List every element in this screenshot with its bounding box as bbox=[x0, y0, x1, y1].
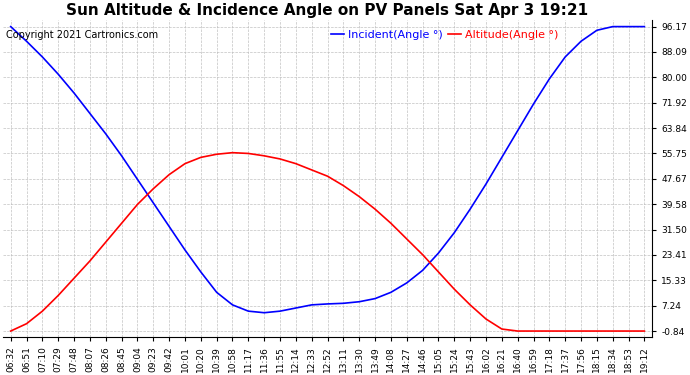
Altitude(Angle °) bbox=[181, 161, 189, 166]
Altitude(Angle °) bbox=[577, 329, 585, 333]
Incident(Angle °) bbox=[513, 129, 522, 133]
Incident(Angle °) bbox=[577, 39, 585, 44]
Incident(Angle °) bbox=[403, 280, 411, 285]
Altitude(Angle °) bbox=[276, 157, 284, 161]
Incident(Angle °) bbox=[497, 155, 506, 160]
Incident(Angle °) bbox=[228, 303, 237, 307]
Altitude(Angle °) bbox=[54, 293, 62, 298]
Altitude(Angle °) bbox=[466, 303, 474, 307]
Incident(Angle °) bbox=[640, 24, 649, 29]
Altitude(Angle °) bbox=[450, 287, 458, 291]
Incident(Angle °) bbox=[593, 28, 601, 33]
Altitude(Angle °) bbox=[7, 329, 15, 333]
Incident(Angle °) bbox=[561, 55, 569, 59]
Altitude(Angle °) bbox=[308, 168, 316, 172]
Altitude(Angle °) bbox=[434, 270, 442, 274]
Title: Sun Altitude & Incidence Angle on PV Panels Sat Apr 3 19:21: Sun Altitude & Incidence Angle on PV Pan… bbox=[66, 3, 589, 18]
Altitude(Angle °) bbox=[260, 153, 268, 158]
Incident(Angle °) bbox=[70, 91, 78, 95]
Altitude(Angle °) bbox=[640, 329, 649, 333]
Incident(Angle °) bbox=[133, 177, 141, 182]
Incident(Angle °) bbox=[466, 207, 474, 212]
Incident(Angle °) bbox=[371, 296, 380, 301]
Altitude(Angle °) bbox=[22, 321, 30, 326]
Altitude(Angle °) bbox=[387, 221, 395, 225]
Incident(Angle °) bbox=[38, 55, 46, 59]
Altitude(Angle °) bbox=[101, 240, 110, 244]
Incident(Angle °) bbox=[276, 309, 284, 314]
Incident(Angle °) bbox=[22, 39, 30, 44]
Altitude(Angle °) bbox=[545, 329, 553, 333]
Altitude(Angle °) bbox=[117, 221, 126, 225]
Altitude(Angle °) bbox=[609, 329, 617, 333]
Incident(Angle °) bbox=[165, 224, 173, 229]
Incident(Angle °) bbox=[86, 111, 94, 116]
Altitude(Angle °) bbox=[38, 309, 46, 314]
Incident(Angle °) bbox=[324, 302, 332, 306]
Incident(Angle °) bbox=[213, 290, 221, 295]
Incident(Angle °) bbox=[244, 309, 253, 314]
Incident(Angle °) bbox=[545, 76, 553, 81]
Altitude(Angle °) bbox=[529, 329, 538, 333]
Altitude(Angle °) bbox=[244, 151, 253, 156]
Incident(Angle °) bbox=[482, 182, 490, 186]
Incident(Angle °) bbox=[418, 268, 426, 273]
Altitude(Angle °) bbox=[624, 329, 633, 333]
Altitude(Angle °) bbox=[403, 237, 411, 241]
Line: Incident(Angle °): Incident(Angle °) bbox=[11, 27, 644, 313]
Incident(Angle °) bbox=[292, 306, 300, 310]
Incident(Angle °) bbox=[339, 301, 348, 306]
Incident(Angle °) bbox=[387, 290, 395, 295]
Altitude(Angle °) bbox=[513, 329, 522, 333]
Altitude(Angle °) bbox=[371, 207, 380, 212]
Altitude(Angle °) bbox=[70, 276, 78, 280]
Altitude(Angle °) bbox=[213, 152, 221, 156]
Text: Copyright 2021 Cartronics.com: Copyright 2021 Cartronics.com bbox=[6, 30, 158, 40]
Incident(Angle °) bbox=[450, 231, 458, 235]
Altitude(Angle °) bbox=[593, 329, 601, 333]
Altitude(Angle °) bbox=[292, 161, 300, 166]
Altitude(Angle °) bbox=[86, 259, 94, 263]
Altitude(Angle °) bbox=[418, 252, 426, 257]
Incident(Angle °) bbox=[529, 102, 538, 106]
Legend: Incident(Angle °), Altitude(Angle °): Incident(Angle °), Altitude(Angle °) bbox=[326, 26, 562, 45]
Incident(Angle °) bbox=[117, 153, 126, 158]
Incident(Angle °) bbox=[54, 72, 62, 76]
Altitude(Angle °) bbox=[228, 150, 237, 155]
Incident(Angle °) bbox=[624, 24, 633, 29]
Incident(Angle °) bbox=[434, 251, 442, 255]
Altitude(Angle °) bbox=[561, 329, 569, 333]
Line: Altitude(Angle °): Altitude(Angle °) bbox=[11, 153, 644, 331]
Altitude(Angle °) bbox=[339, 183, 348, 188]
Altitude(Angle °) bbox=[482, 317, 490, 321]
Incident(Angle °) bbox=[609, 24, 617, 29]
Incident(Angle °) bbox=[7, 24, 15, 29]
Altitude(Angle °) bbox=[197, 155, 205, 160]
Altitude(Angle °) bbox=[165, 172, 173, 177]
Altitude(Angle °) bbox=[355, 194, 364, 199]
Altitude(Angle °) bbox=[324, 174, 332, 178]
Incident(Angle °) bbox=[101, 132, 110, 136]
Incident(Angle °) bbox=[260, 310, 268, 315]
Incident(Angle °) bbox=[181, 248, 189, 252]
Incident(Angle °) bbox=[149, 201, 157, 205]
Altitude(Angle °) bbox=[149, 186, 157, 191]
Incident(Angle °) bbox=[355, 300, 364, 304]
Incident(Angle °) bbox=[197, 270, 205, 274]
Altitude(Angle °) bbox=[497, 327, 506, 331]
Altitude(Angle °) bbox=[133, 202, 141, 207]
Incident(Angle °) bbox=[308, 303, 316, 307]
